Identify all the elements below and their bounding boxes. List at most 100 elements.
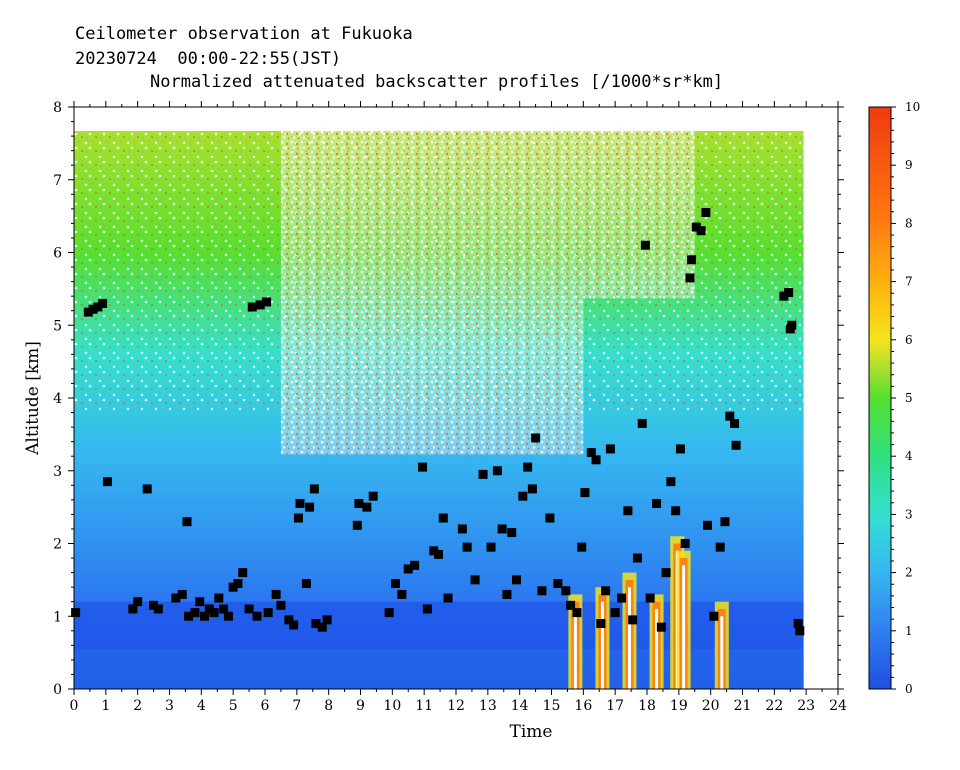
cloud-base-marker xyxy=(293,513,303,523)
cloud-base-marker xyxy=(233,579,243,589)
cloud-base-marker xyxy=(462,542,472,552)
cloud-base-marker xyxy=(795,626,805,636)
cloud-base-marker xyxy=(362,502,372,512)
cloud-base-marker xyxy=(577,542,587,552)
cloud-base-marker xyxy=(255,300,265,310)
chart-title-line-1: Ceilometer observation at Fukuoka xyxy=(75,24,413,44)
cloud-base-marker xyxy=(262,297,272,307)
cloud-base-marker xyxy=(295,498,305,508)
cloud-base-marker xyxy=(702,520,712,530)
cloud-base-marker xyxy=(410,560,420,570)
y-tick-label: 2 xyxy=(53,537,62,553)
x-tick-label: 19 xyxy=(670,698,688,714)
cloud-base-marker xyxy=(580,488,590,498)
cloud-base-marker xyxy=(244,604,254,614)
x-axis-title: Time xyxy=(510,722,553,742)
cloud-base-marker xyxy=(443,593,453,603)
x-tick-label: 0 xyxy=(70,698,79,714)
y-tick-label: 5 xyxy=(53,318,62,334)
cloud-base-marker xyxy=(784,288,794,298)
x-tick-label: 4 xyxy=(197,698,206,714)
cloud-base-marker xyxy=(511,575,521,585)
colorbar-tick-label: 6 xyxy=(905,333,913,347)
cloud-base-marker xyxy=(177,589,187,599)
cloud-base-marker xyxy=(200,611,210,621)
cloud-base-marker xyxy=(628,615,638,625)
cloud-base-marker xyxy=(730,418,740,428)
speckle-bright-region-2 xyxy=(583,131,695,299)
x-tick-label: 18 xyxy=(638,698,656,714)
x-tick-label: 23 xyxy=(797,698,815,714)
cloud-base-marker xyxy=(391,579,401,589)
cloud-base-marker xyxy=(470,575,480,585)
cloud-base-marker xyxy=(537,586,547,596)
cloud-base-marker xyxy=(276,600,286,610)
colorbar-tick-label: 10 xyxy=(905,100,920,114)
plot-area xyxy=(74,131,804,689)
cloud-base-marker xyxy=(83,307,93,317)
cloud-base-marker xyxy=(153,604,163,614)
cloud-base-marker xyxy=(305,502,315,512)
cloud-base-marker xyxy=(184,611,194,621)
cloud-base-marker xyxy=(566,600,576,610)
backscatter-texture xyxy=(74,131,804,689)
cloud-base-marker xyxy=(640,240,650,250)
cloud-base-marker xyxy=(545,513,555,523)
cloud-base-marker xyxy=(518,491,528,501)
colorbar-tick-label: 9 xyxy=(905,158,913,172)
colorbar-tick-label: 0 xyxy=(905,682,913,696)
rain-streak-center xyxy=(600,601,604,689)
x-tick-label: 21 xyxy=(734,698,752,714)
colorbar-tick-label: 4 xyxy=(905,449,913,463)
surface-layer-band xyxy=(74,648,804,689)
cloud-base-marker xyxy=(561,586,571,596)
x-tick-label: 7 xyxy=(292,698,301,714)
cloud-base-marker xyxy=(71,608,81,618)
cloud-base-marker xyxy=(354,498,364,508)
cloud-base-marker xyxy=(289,620,299,630)
y-tick-label: 6 xyxy=(53,246,62,262)
x-tick-label: 22 xyxy=(765,698,783,714)
cloud-base-marker xyxy=(311,619,321,629)
cloud-base-marker xyxy=(787,320,797,330)
x-tick-label: 24 xyxy=(829,698,847,714)
cloud-base-marker xyxy=(422,604,432,614)
cloud-base-marker xyxy=(142,484,152,494)
cloud-base-marker xyxy=(523,462,533,472)
cloud-base-marker xyxy=(497,524,507,534)
x-tick-label: 16 xyxy=(574,698,592,714)
y-tick-label: 4 xyxy=(53,391,62,407)
cloud-base-marker xyxy=(429,546,439,556)
cloud-base-marker xyxy=(219,604,229,614)
cloud-base-marker xyxy=(586,448,596,458)
colorbar-scale xyxy=(868,106,892,690)
cloud-base-marker xyxy=(204,604,214,614)
cloud-base-marker xyxy=(691,222,701,232)
x-tick-label: 1 xyxy=(101,698,110,714)
cloud-base-marker xyxy=(527,484,537,494)
cloud-base-marker xyxy=(486,542,496,552)
cloud-base-marker xyxy=(610,608,620,618)
cloud-base-marker xyxy=(438,513,448,523)
cloud-base-marker xyxy=(725,411,735,421)
rain-streak-center xyxy=(655,608,659,689)
cloud-base-marker xyxy=(675,444,685,454)
cloud-base-marker xyxy=(317,622,327,632)
y-tick-label: 3 xyxy=(53,464,62,480)
cloud-base-marker xyxy=(731,440,741,450)
x-tick-label: 8 xyxy=(324,698,333,714)
y-tick-label: 1 xyxy=(53,609,62,625)
cloud-base-marker xyxy=(397,589,407,599)
x-tick-label: 5 xyxy=(229,698,238,714)
axes: 0 1 2 3 4 5 6 7 8 9 10 11 12 13 14 15 16 17 18 19 20 21 22 23 24… xyxy=(23,100,847,742)
cloud-base-marker xyxy=(478,469,488,479)
cloud-base-marker xyxy=(507,528,517,538)
cloud-base-marker xyxy=(284,615,294,625)
cloud-base-marker xyxy=(368,491,378,501)
cloud-base-marker xyxy=(617,593,627,603)
cloud-base-marker xyxy=(687,255,697,265)
cloud-base-marker xyxy=(322,615,332,625)
cloud-base-marker xyxy=(252,611,262,621)
cloud-base-marker xyxy=(238,568,248,578)
cloud-base-marker xyxy=(680,539,690,548)
